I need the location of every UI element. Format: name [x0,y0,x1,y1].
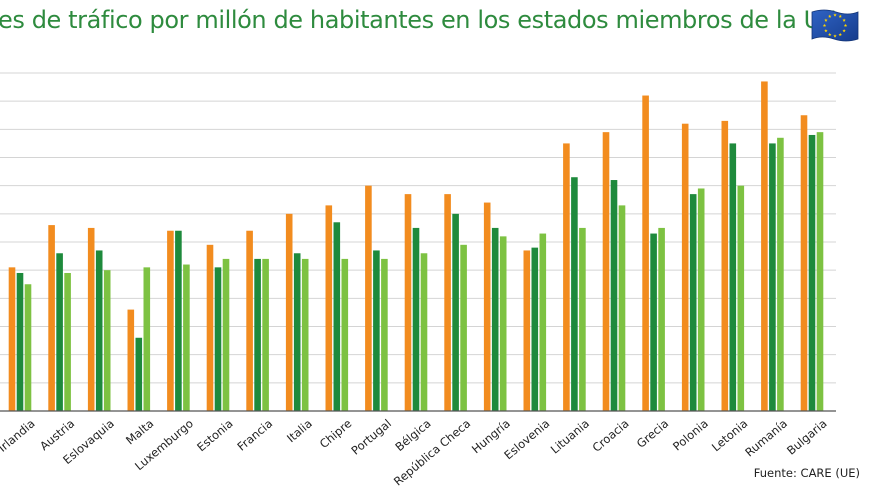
flag-star [838,32,842,37]
bar-3 [499,236,507,411]
bar-2 [175,230,182,411]
bar-2 [214,267,222,411]
bar-1 [523,250,531,411]
chart-title: es de tráfico por millón de habitantes e… [0,6,836,34]
category-label: Bulgaria [784,416,830,457]
bar-2 [571,177,578,411]
bar-1 [404,194,412,411]
category-label: Portugal [348,416,393,457]
flag-star [828,32,832,37]
bar-2 [808,134,816,411]
category-label: Lituania [548,416,592,456]
category-label: Rumanía [742,416,790,459]
bar-2 [689,194,697,411]
category-label: Francia [234,416,275,453]
bar-1 [483,202,491,411]
bar-2 [412,227,420,411]
bar-2 [491,227,499,411]
bars [8,81,824,412]
bar-1 [206,244,214,411]
bar-1 [325,205,333,411]
category-label: Italia [284,416,315,445]
category-label: Croacia [590,416,632,454]
flag-star [838,14,842,18]
bar-3 [381,258,388,411]
bar-1 [285,213,293,411]
bar-2 [769,143,776,411]
bar-2 [56,253,63,411]
bar-3 [697,188,705,411]
bar-1 [127,309,135,411]
bar-1 [444,194,451,411]
bar-2 [135,337,143,411]
bar-3 [460,244,467,411]
bar-2 [254,258,261,411]
bar-2 [333,222,341,411]
bar-3 [301,258,309,411]
bar-3 [183,264,190,411]
bar-2 [293,253,301,411]
bar-3 [618,205,626,411]
bar-1 [87,227,95,411]
flag-star [824,28,828,33]
bar-1 [761,81,768,411]
category-label: Grecia [634,416,671,451]
bar-3 [777,137,784,412]
bar-1 [602,132,610,411]
bar-2 [531,247,539,411]
bar-3 [143,267,151,411]
flag-star [842,28,846,33]
flag-star [833,13,837,17]
bar-1 [721,120,729,411]
bar-3 [539,233,547,411]
bar-2 [650,233,657,411]
bar-3 [64,272,71,411]
bar-1 [681,123,689,411]
flag-star [828,14,832,18]
bar-3 [341,258,349,411]
bar-1 [800,115,808,411]
flag-star [843,23,848,27]
category-label: Estonia [194,416,235,454]
bar-1 [8,267,16,411]
flag-star [842,18,846,22]
bar-2 [452,213,459,411]
category-label: Polonia [670,416,711,453]
bar-3 [816,132,824,411]
bar-3 [222,258,230,411]
bar-2 [16,272,24,411]
bar-3 [420,253,428,411]
bar-1 [48,225,55,411]
flag-star [822,23,827,27]
bar-3 [579,227,586,411]
bar-3 [103,270,111,411]
flag-star [824,18,828,22]
eu-flag-icon [811,9,859,42]
bar-3 [658,227,665,411]
category-label: Malta [123,416,156,447]
bar-3 [737,185,745,411]
flag-star [833,34,837,38]
category-label: Irlandia [0,416,38,454]
source-note: Fuente: CARE (UE) [753,466,860,480]
bar-3 [24,284,32,411]
bar-2 [373,250,380,411]
bar-1 [642,95,649,412]
bar-3 [262,258,269,411]
bar-1 [167,230,174,411]
bar-2 [729,143,737,411]
bar-2 [610,180,618,411]
bar-2 [95,250,103,411]
bar-1 [563,143,570,411]
bar-1 [246,230,253,411]
bar-1 [365,185,372,411]
